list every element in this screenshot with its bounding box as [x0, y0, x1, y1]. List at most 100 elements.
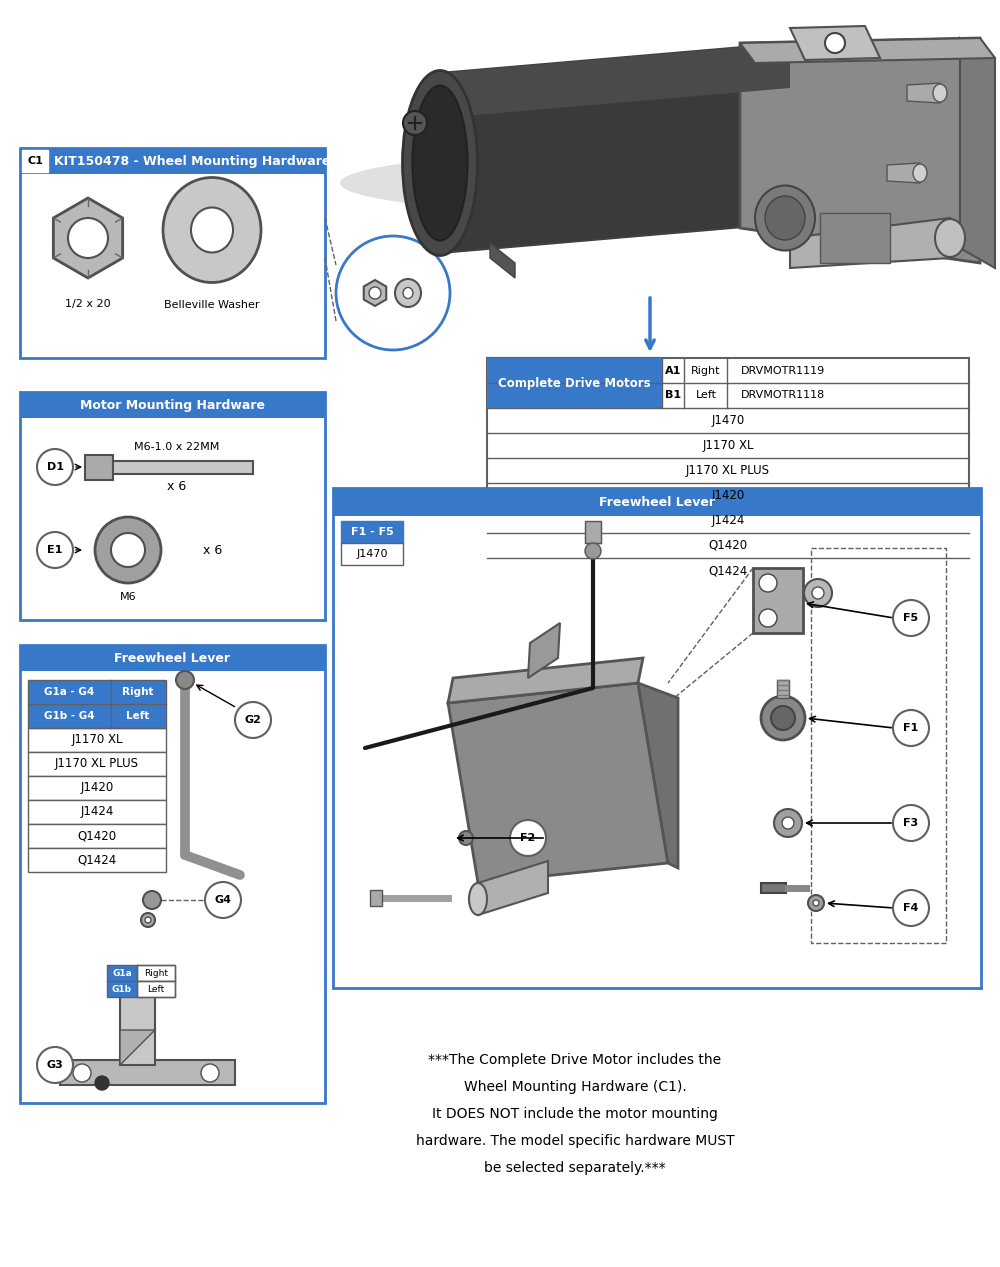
Polygon shape — [790, 218, 950, 269]
Polygon shape — [528, 623, 560, 678]
Text: G4: G4 — [214, 895, 232, 905]
Polygon shape — [761, 883, 786, 893]
Text: x 6: x 6 — [203, 544, 222, 556]
FancyBboxPatch shape — [111, 704, 166, 729]
FancyBboxPatch shape — [487, 359, 969, 583]
Circle shape — [893, 710, 929, 746]
Text: M6-1.0 x 22MM: M6-1.0 x 22MM — [134, 442, 220, 452]
Circle shape — [808, 895, 824, 911]
FancyBboxPatch shape — [85, 455, 113, 480]
Circle shape — [68, 218, 108, 258]
Circle shape — [585, 544, 601, 559]
Circle shape — [37, 449, 73, 485]
FancyBboxPatch shape — [753, 568, 803, 634]
Circle shape — [143, 891, 161, 908]
FancyBboxPatch shape — [28, 729, 166, 753]
Text: G1a - G4: G1a - G4 — [44, 687, 95, 697]
Circle shape — [782, 817, 794, 829]
Circle shape — [893, 601, 929, 636]
Circle shape — [176, 672, 194, 689]
Text: G3: G3 — [47, 1060, 63, 1071]
Text: Q1424: Q1424 — [708, 564, 748, 576]
Text: DRVMOTR1119: DRVMOTR1119 — [741, 365, 825, 375]
Ellipse shape — [163, 177, 261, 283]
Text: Q1420: Q1420 — [77, 830, 117, 843]
Ellipse shape — [340, 153, 860, 213]
Circle shape — [893, 889, 929, 926]
Circle shape — [812, 587, 824, 599]
Ellipse shape — [402, 71, 478, 256]
Polygon shape — [907, 84, 940, 103]
Circle shape — [825, 33, 845, 53]
Ellipse shape — [933, 84, 947, 103]
Circle shape — [37, 532, 73, 568]
Text: ***The Complete Drive Motor includes the: ***The Complete Drive Motor includes the — [428, 1053, 722, 1067]
Circle shape — [205, 882, 241, 919]
Ellipse shape — [395, 279, 421, 307]
FancyBboxPatch shape — [20, 392, 325, 620]
Text: Right: Right — [122, 687, 154, 697]
Text: Q1420: Q1420 — [708, 538, 748, 552]
Circle shape — [813, 900, 819, 906]
Text: F5: F5 — [903, 613, 919, 623]
Circle shape — [774, 810, 802, 837]
FancyBboxPatch shape — [28, 680, 111, 704]
Text: F2: F2 — [520, 832, 536, 843]
Polygon shape — [120, 1030, 155, 1066]
FancyBboxPatch shape — [137, 981, 175, 997]
Circle shape — [37, 1047, 73, 1083]
Text: G1a: G1a — [112, 968, 132, 978]
Text: DRVMOTR1118: DRVMOTR1118 — [741, 390, 825, 400]
Polygon shape — [740, 38, 995, 63]
Text: Right: Right — [691, 365, 721, 375]
FancyBboxPatch shape — [22, 150, 48, 172]
Text: Right: Right — [144, 968, 168, 978]
Polygon shape — [60, 1060, 235, 1085]
FancyBboxPatch shape — [28, 753, 166, 775]
Text: Belleville Washer: Belleville Washer — [164, 300, 260, 310]
FancyBboxPatch shape — [20, 148, 325, 359]
Text: J1170 XL PLUS: J1170 XL PLUS — [55, 758, 139, 770]
Text: Freewheel Lever: Freewheel Lever — [599, 495, 715, 508]
FancyBboxPatch shape — [777, 680, 789, 698]
Circle shape — [235, 702, 271, 737]
Polygon shape — [53, 198, 123, 277]
Text: J1170 XL: J1170 XL — [71, 734, 123, 746]
Polygon shape — [887, 163, 920, 182]
FancyBboxPatch shape — [28, 775, 166, 799]
Polygon shape — [448, 683, 668, 883]
Text: F1 - F5: F1 - F5 — [351, 527, 393, 537]
Text: C1: C1 — [27, 156, 43, 166]
Text: G1b - G4: G1b - G4 — [44, 711, 95, 721]
Text: G2: G2 — [245, 715, 261, 725]
Text: J1420: J1420 — [80, 782, 114, 794]
FancyBboxPatch shape — [820, 213, 890, 264]
FancyBboxPatch shape — [113, 461, 253, 474]
Text: J1424: J1424 — [711, 514, 745, 527]
Text: be selected separately.***: be selected separately.*** — [484, 1161, 666, 1175]
Circle shape — [771, 706, 795, 730]
Polygon shape — [960, 38, 995, 269]
Text: F3: F3 — [903, 818, 919, 829]
Circle shape — [459, 831, 473, 845]
Text: x 6: x 6 — [167, 480, 187, 494]
Text: Complete Drive Motors: Complete Drive Motors — [498, 376, 651, 389]
Circle shape — [510, 820, 546, 856]
Text: 1/2 x 20: 1/2 x 20 — [65, 299, 111, 309]
Text: J1470: J1470 — [711, 414, 745, 427]
Ellipse shape — [403, 288, 413, 299]
Text: Left: Left — [126, 711, 150, 721]
Text: J1170 XL: J1170 XL — [702, 438, 754, 452]
Text: J1424: J1424 — [80, 806, 114, 818]
Circle shape — [145, 917, 151, 922]
Polygon shape — [448, 658, 643, 703]
FancyBboxPatch shape — [107, 981, 137, 997]
Polygon shape — [790, 27, 880, 60]
FancyBboxPatch shape — [341, 521, 403, 544]
Text: Wheel Mounting Hardware (C1).: Wheel Mounting Hardware (C1). — [464, 1079, 686, 1093]
Polygon shape — [478, 862, 548, 915]
FancyBboxPatch shape — [370, 889, 382, 906]
Text: M6: M6 — [120, 592, 136, 602]
Text: B1: B1 — [665, 390, 681, 400]
FancyBboxPatch shape — [111, 680, 166, 704]
